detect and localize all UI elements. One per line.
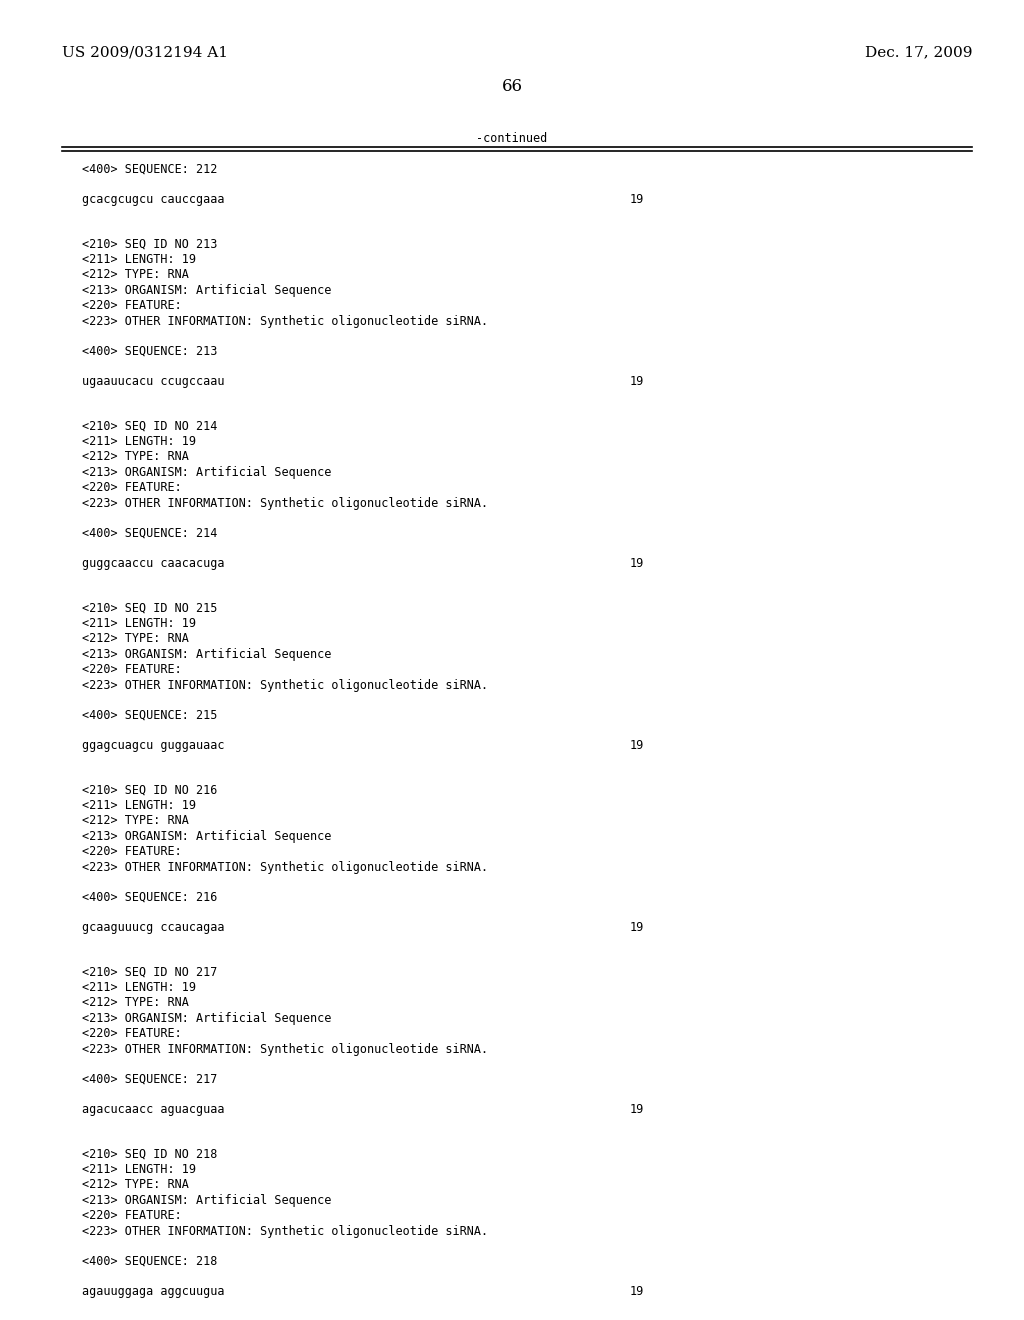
Text: <400> SEQUENCE: 213: <400> SEQUENCE: 213 xyxy=(82,345,217,358)
Text: agauuggaga aggcuugua: agauuggaga aggcuugua xyxy=(82,1284,224,1298)
Text: <211> LENGTH: 19: <211> LENGTH: 19 xyxy=(82,616,196,630)
Text: <400> SEQUENCE: 215: <400> SEQUENCE: 215 xyxy=(82,709,217,722)
Text: <211> LENGTH: 19: <211> LENGTH: 19 xyxy=(82,253,196,267)
Text: <220> FEATURE:: <220> FEATURE: xyxy=(82,664,181,676)
Text: 19: 19 xyxy=(630,1104,644,1115)
Text: <210> SEQ ID NO 217: <210> SEQ ID NO 217 xyxy=(82,965,217,978)
Text: <400> SEQUENCE: 216: <400> SEQUENCE: 216 xyxy=(82,891,217,904)
Text: <210> SEQ ID NO 215: <210> SEQ ID NO 215 xyxy=(82,602,217,615)
Text: <223> OTHER INFORMATION: Synthetic oligonucleotide siRNA.: <223> OTHER INFORMATION: Synthetic oligo… xyxy=(82,678,488,692)
Text: 19: 19 xyxy=(630,375,644,388)
Text: agacucaacc aguacguaa: agacucaacc aguacguaa xyxy=(82,1104,224,1115)
Text: gcacgcugcu cauccgaaa: gcacgcugcu cauccgaaa xyxy=(82,193,224,206)
Text: <220> FEATURE:: <220> FEATURE: xyxy=(82,1209,181,1222)
Text: <211> LENGTH: 19: <211> LENGTH: 19 xyxy=(82,981,196,994)
Text: <400> SEQUENCE: 212: <400> SEQUENCE: 212 xyxy=(82,162,217,176)
Text: <210> SEQ ID NO 218: <210> SEQ ID NO 218 xyxy=(82,1147,217,1160)
Text: <220> FEATURE:: <220> FEATURE: xyxy=(82,300,181,313)
Text: <212> TYPE: RNA: <212> TYPE: RNA xyxy=(82,997,188,1010)
Text: <211> LENGTH: 19: <211> LENGTH: 19 xyxy=(82,1163,196,1176)
Text: <213> ORGANISM: Artificial Sequence: <213> ORGANISM: Artificial Sequence xyxy=(82,1195,332,1206)
Text: gcaaguuucg ccaucagaa: gcaaguuucg ccaucagaa xyxy=(82,921,224,935)
Text: <220> FEATURE:: <220> FEATURE: xyxy=(82,1027,181,1040)
Text: <212> TYPE: RNA: <212> TYPE: RNA xyxy=(82,268,188,281)
Text: <220> FEATURE:: <220> FEATURE: xyxy=(82,482,181,495)
Text: <213> ORGANISM: Artificial Sequence: <213> ORGANISM: Artificial Sequence xyxy=(82,648,332,661)
Text: <220> FEATURE:: <220> FEATURE: xyxy=(82,846,181,858)
Text: <213> ORGANISM: Artificial Sequence: <213> ORGANISM: Artificial Sequence xyxy=(82,284,332,297)
Text: <223> OTHER INFORMATION: Synthetic oligonucleotide siRNA.: <223> OTHER INFORMATION: Synthetic oligo… xyxy=(82,1225,488,1238)
Text: <223> OTHER INFORMATION: Synthetic oligonucleotide siRNA.: <223> OTHER INFORMATION: Synthetic oligo… xyxy=(82,861,488,874)
Text: <213> ORGANISM: Artificial Sequence: <213> ORGANISM: Artificial Sequence xyxy=(82,1012,332,1026)
Text: <212> TYPE: RNA: <212> TYPE: RNA xyxy=(82,1179,188,1192)
Text: <213> ORGANISM: Artificial Sequence: <213> ORGANISM: Artificial Sequence xyxy=(82,466,332,479)
Text: <223> OTHER INFORMATION: Synthetic oligonucleotide siRNA.: <223> OTHER INFORMATION: Synthetic oligo… xyxy=(82,498,488,510)
Text: <400> SEQUENCE: 214: <400> SEQUENCE: 214 xyxy=(82,527,217,540)
Text: Dec. 17, 2009: Dec. 17, 2009 xyxy=(864,45,972,59)
Text: US 2009/0312194 A1: US 2009/0312194 A1 xyxy=(62,45,228,59)
Text: 66: 66 xyxy=(502,78,522,95)
Text: <212> TYPE: RNA: <212> TYPE: RNA xyxy=(82,632,188,645)
Text: <213> ORGANISM: Artificial Sequence: <213> ORGANISM: Artificial Sequence xyxy=(82,830,332,843)
Text: 19: 19 xyxy=(630,739,644,752)
Text: 19: 19 xyxy=(630,193,644,206)
Text: guggcaaccu caacacuga: guggcaaccu caacacuga xyxy=(82,557,224,570)
Text: 19: 19 xyxy=(630,1284,644,1298)
Text: -continued: -continued xyxy=(476,132,548,145)
Text: 19: 19 xyxy=(630,557,644,570)
Text: <211> LENGTH: 19: <211> LENGTH: 19 xyxy=(82,436,196,447)
Text: <211> LENGTH: 19: <211> LENGTH: 19 xyxy=(82,799,196,812)
Text: <212> TYPE: RNA: <212> TYPE: RNA xyxy=(82,814,188,828)
Text: <210> SEQ ID NO 216: <210> SEQ ID NO 216 xyxy=(82,784,217,796)
Text: <400> SEQUENCE: 217: <400> SEQUENCE: 217 xyxy=(82,1073,217,1086)
Text: <223> OTHER INFORMATION: Synthetic oligonucleotide siRNA.: <223> OTHER INFORMATION: Synthetic oligo… xyxy=(82,1043,488,1056)
Text: 19: 19 xyxy=(630,921,644,935)
Text: <212> TYPE: RNA: <212> TYPE: RNA xyxy=(82,450,188,463)
Text: <210> SEQ ID NO 213: <210> SEQ ID NO 213 xyxy=(82,238,217,251)
Text: <210> SEQ ID NO 214: <210> SEQ ID NO 214 xyxy=(82,420,217,433)
Text: ggagcuagcu guggauaac: ggagcuagcu guggauaac xyxy=(82,739,224,752)
Text: <400> SEQUENCE: 218: <400> SEQUENCE: 218 xyxy=(82,1255,217,1269)
Text: ugaauucacu ccugccaau: ugaauucacu ccugccaau xyxy=(82,375,224,388)
Text: <223> OTHER INFORMATION: Synthetic oligonucleotide siRNA.: <223> OTHER INFORMATION: Synthetic oligo… xyxy=(82,315,488,327)
